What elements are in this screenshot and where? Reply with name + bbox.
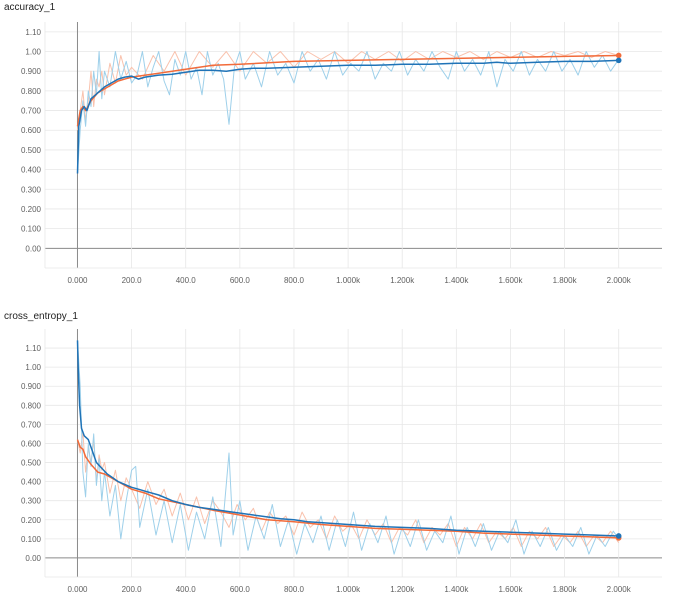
y-tick-label: 0.900 <box>21 67 42 76</box>
y-tick-label: 0.500 <box>21 459 42 468</box>
x-tick-label: 1.800k <box>553 585 578 594</box>
x-tick-label: 200.0 <box>122 276 143 285</box>
x-tick-label: 1.400k <box>444 585 469 594</box>
x-tick-label: 1.400k <box>444 276 469 285</box>
cross-entropy-chart-panel: 0.00 0.100 0.200 0.300 0.400 0.500 0.600 0.700 0… <box>0 309 685 606</box>
y-tick-label: 1.10 <box>25 344 41 353</box>
cross-entropy-chart-svg[interactable]: 0.00 0.100 0.200 0.300 0.400 0.500 0.600 0.700 0… <box>0 309 685 606</box>
x-tick-label: 600.0 <box>230 585 251 594</box>
x-tick-label: 0.000 <box>67 585 88 594</box>
accuracy-chart-panel: 0.00 0.100 0.200 0.300 0.400 0.500 0.600 0.700 0… <box>0 0 685 297</box>
y-tick-label: 0.600 <box>21 439 42 448</box>
y-tick-label: 0.400 <box>21 478 42 487</box>
y-tick-label: 0.700 <box>21 420 42 429</box>
series-end-marker-1[interactable] <box>615 57 622 64</box>
grid <box>44 329 662 578</box>
y-tick-label: 0.200 <box>21 205 42 214</box>
x-tick-label: 2.000k <box>607 585 632 594</box>
cross-entropy-chart-title: cross_entropy_1 <box>4 311 78 322</box>
series-end-marker-0[interactable] <box>615 52 622 59</box>
y-tick-label: 0.300 <box>21 497 42 506</box>
raw-series-line-1 <box>77 340 620 555</box>
x-tick-label: 0.000 <box>67 276 88 285</box>
x-tick-label: 600.0 <box>230 276 251 285</box>
x-tick-label: 1.000k <box>336 585 361 594</box>
smoothed-series-line-1[interactable] <box>76 59 619 174</box>
accuracy-chart-title: accuracy_1 <box>4 2 56 13</box>
y-tick-label: 0.100 <box>21 225 42 234</box>
y-tick-label: 0.200 <box>21 516 42 525</box>
x-tick-label: 1.200k <box>390 585 415 594</box>
x-tick-label: 400.0 <box>176 585 197 594</box>
smoothed-series-line-1[interactable] <box>76 340 619 537</box>
y-tick-label: 0.100 <box>21 535 42 544</box>
x-tick-label: 800.0 <box>284 276 305 285</box>
x-tick-label: 1.000k <box>336 276 361 285</box>
x-tick-label: 1.800k <box>553 276 578 285</box>
x-tick-label: 200.0 <box>122 585 143 594</box>
smoothed-series-line-0[interactable] <box>76 439 619 539</box>
x-tick-label: 400.0 <box>176 276 197 285</box>
y-tick-label: 0.400 <box>21 166 42 175</box>
y-tick-label: 0.00 <box>25 244 41 253</box>
y-tick-label: 0.00 <box>25 554 41 563</box>
y-tick-label: 0.900 <box>21 382 42 391</box>
y-tick-label: 0.500 <box>21 146 42 155</box>
y-tick-label: 1.00 <box>25 48 41 57</box>
y-tick-label: 0.300 <box>21 185 42 194</box>
x-tick-label: 1.200k <box>390 276 415 285</box>
y-tick-label: 0.700 <box>21 107 42 116</box>
series-end-marker-1[interactable] <box>615 533 622 539</box>
x-tick-label: 800.0 <box>284 585 305 594</box>
x-tick-label: 1.600k <box>498 276 523 285</box>
y-tick-label: 1.10 <box>25 28 41 37</box>
x-tick-label: 1.600k <box>498 585 523 594</box>
y-tick-label: 1.00 <box>25 363 41 372</box>
grid <box>44 22 662 269</box>
x-tick-label: 2.000k <box>607 276 632 285</box>
y-tick-label: 0.800 <box>21 87 42 96</box>
accuracy-chart-svg[interactable]: 0.00 0.100 0.200 0.300 0.400 0.500 0.600 0.700 0… <box>0 0 685 297</box>
y-tick-label: 0.600 <box>21 126 42 135</box>
y-tick-label: 0.800 <box>21 401 42 410</box>
